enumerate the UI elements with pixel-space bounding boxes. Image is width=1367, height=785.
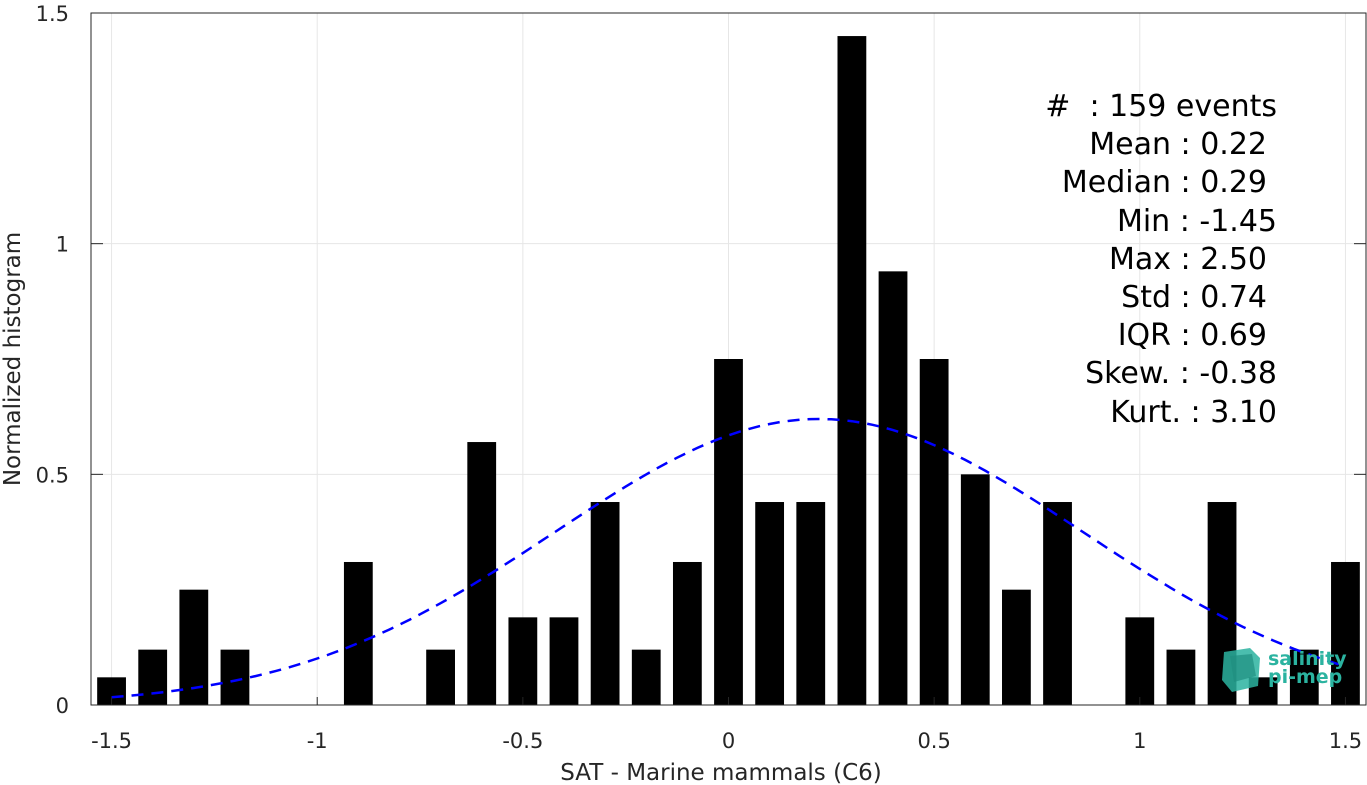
y-axis-label: Normalized histogram [0,232,26,486]
x-tick-label: 0 [722,729,735,753]
y-tick-label: 1 [56,233,69,257]
y-tick-label: 0 [56,694,69,718]
histogram-bar [1289,649,1319,705]
histogram-bar [1331,561,1360,705]
stat-events: # : 159 events [1045,89,1277,124]
y-tick-label: 0.5 [36,463,69,487]
y-axis-ticks: 0 0.5 1 1.5 [36,2,1366,718]
histogram-bar [508,617,538,705]
x-tick-label: 1 [1133,729,1146,753]
histogram-bar [755,502,785,705]
x-tick-label: 0.5 [917,729,950,753]
x-tick-label: -1 [307,729,328,753]
x-tick-label: -0.5 [502,729,543,753]
histogram-bar [714,359,743,705]
stat-max: Max : 2.50 [1109,241,1267,277]
histogram-bar [220,649,250,705]
x-axis-label: SAT - Marine mammals (C6) [560,760,882,785]
x-tick-label: -1.5 [91,729,132,753]
logo-text-salinity: salinity [1268,648,1347,670]
histogram-bar [837,36,867,706]
logo-mark-icon [1222,648,1260,692]
histogram-bar [1125,617,1155,705]
stat-kurt: Kurt. : 3.10 [1110,394,1277,430]
y-tick-label: 1.5 [36,2,69,26]
histogram-bar [919,359,949,705]
x-axis-ticks: -1.5 -1 -0.5 0 0.5 1 1.5 [91,697,1362,753]
stat-std: Std : 0.74 [1121,280,1267,316]
histogram-bar [878,271,908,705]
histogram-bar [549,617,579,705]
histogram-bar [1002,589,1031,705]
histogram-bar [343,561,373,705]
histogram-bar [590,502,620,705]
histogram-bar [631,649,661,705]
logo-text-pimep: pi-mep [1268,666,1343,688]
stat-median: Median : 0.29 [1061,165,1267,201]
stat-mean: Mean : 0.22 [1089,127,1267,163]
bars [97,36,1360,706]
histogram-bar [138,649,168,705]
gaussian-fit-line [111,417,1346,699]
histogram-bar [1166,649,1196,705]
histogram-bar [672,561,702,705]
histogram-bar [960,474,990,705]
histogram-bar [1043,502,1072,705]
x-tick-label: 1.5 [1329,729,1362,753]
histogram-bar [426,649,455,705]
histogram-bar [179,589,209,705]
stat-min: Min : -1.45 [1116,203,1277,239]
statistics-annotation: # : 159 events Mean : 0.22 Median : 0.29… [1045,88,1277,432]
histogram-bar [796,502,826,705]
stat-skew: Skew. : -0.38 [1085,356,1277,392]
salinity-pimep-logo: salinity pi-mep [1220,646,1350,694]
stat-iqr: IQR : 0.69 [1117,318,1267,354]
